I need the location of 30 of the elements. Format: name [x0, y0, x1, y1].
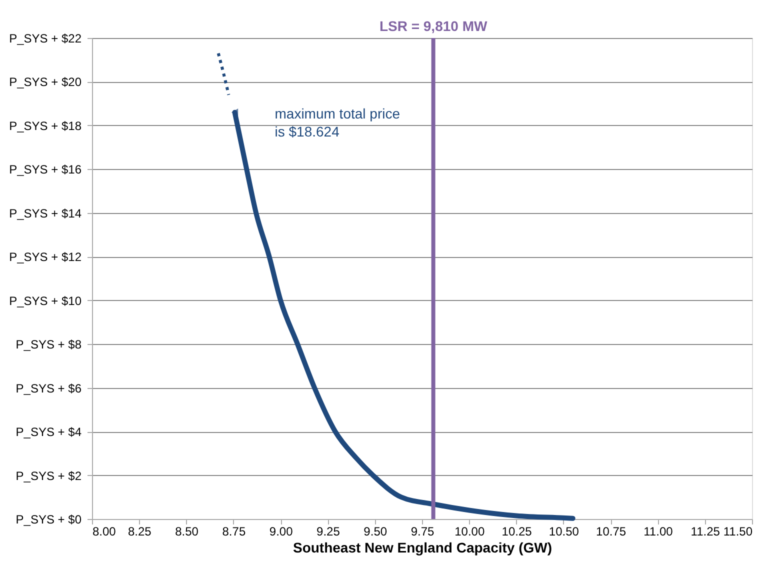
x-tick-label: 11.00	[644, 524, 674, 538]
x-tick-label: 11.25	[690, 524, 720, 538]
x-tick-label: 9.25	[316, 524, 340, 538]
x-tick-label: 11.50	[723, 524, 753, 538]
x-tick-label: 10.50	[548, 524, 580, 538]
y-tick-label: P_SYS + $4	[16, 425, 82, 440]
y-tick-label: P_SYS + $2	[16, 468, 82, 483]
x-tick-label: 9.75	[410, 524, 434, 538]
y-tick-label: P_SYS + $8	[16, 338, 82, 352]
y-tick-label: P_SYS + $22	[9, 32, 82, 46]
x-tick-label: 8.50	[175, 524, 199, 538]
x-tick-label: 8.25	[128, 524, 152, 538]
x-axis-title: Southeast New England Capacity (GW)	[292, 540, 552, 556]
y-tick-label: P_SYS + $0	[16, 512, 82, 526]
x-tick-label: 8.75	[222, 524, 246, 538]
x-tick-label: 9.50	[364, 524, 388, 538]
y-tick-label: P_SYS + $18	[9, 118, 82, 133]
x-tick-label: 10.75	[596, 524, 626, 538]
x-tick-label: 10.00	[454, 524, 485, 538]
y-tick-label: P_SYS + $12	[9, 250, 82, 264]
x-tick-label: 8.00	[92, 524, 116, 538]
y-tick-label: P_SYS + $16	[9, 162, 82, 177]
x-tick-label: 9.00	[269, 524, 294, 538]
y-tick-label: P_SYS + $20	[9, 75, 82, 90]
x-tick-label: 10.25	[502, 524, 532, 538]
ref-line-label: LSR = 9,810 MW	[379, 18, 488, 34]
y-tick-label: P_SYS + $10	[9, 294, 82, 308]
y-tick-label: P_SYS + $6	[16, 381, 82, 396]
annotation: maximum total price is $18.624	[274, 105, 400, 140]
y-tick-label: P_SYS + $14	[9, 206, 82, 220]
